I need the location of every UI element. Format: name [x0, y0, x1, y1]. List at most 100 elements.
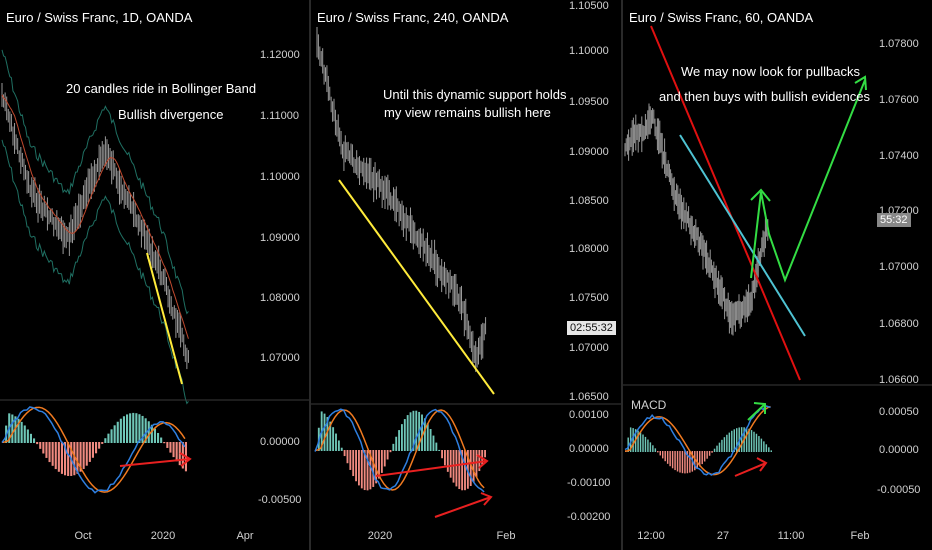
histogram-bar: [163, 442, 166, 444]
price-tick: 1.07500: [569, 292, 609, 304]
histogram-bar: [666, 451, 669, 464]
divergence-arrow: [119, 452, 192, 467]
price-tick: 1.07000: [879, 261, 919, 273]
histogram-bar: [326, 417, 329, 451]
histogram-bar: [458, 450, 461, 490]
osc-tick: 0.00100: [569, 409, 609, 421]
histogram-bar: [20, 421, 23, 443]
histogram-bar: [380, 450, 383, 473]
price-tick: 1.09000: [260, 232, 300, 244]
histogram-bar: [29, 433, 32, 443]
histogram-bar: [455, 450, 458, 487]
histogram-bar: [33, 438, 36, 443]
annotation-line-1: 20 candles ride in Bollinger Band: [66, 81, 257, 96]
histogram-bar: [699, 451, 701, 467]
price-tick: 1.06600: [879, 374, 919, 386]
histogram-bar: [57, 442, 60, 472]
histogram-bar: [395, 436, 398, 451]
chart-title: Euro / Swiss Franc, 60, OANDA: [629, 10, 814, 25]
histogram-bar: [360, 450, 363, 489]
histogram-bar: [45, 442, 48, 458]
price-tick: 1.06500: [569, 391, 609, 403]
histogram-bar: [755, 433, 758, 452]
histogram-bar: [389, 450, 392, 453]
histogram-bar: [657, 451, 659, 453]
histogram-bar: [629, 427, 632, 452]
histogram-bar: [662, 451, 664, 459]
chart-panel-daily[interactable]: Euro / Swiss Franc, 1D, OANDA 20 candles…: [0, 0, 310, 550]
price-tick: 1.08000: [569, 243, 609, 255]
histogram-bar: [760, 438, 763, 452]
price-tick: 1.12000: [260, 49, 300, 61]
price-area-3: [623, 25, 932, 477]
histogram-bar: [166, 442, 169, 448]
histogram-bar: [48, 442, 51, 463]
histogram-bar: [116, 421, 119, 443]
histogram-bar: [406, 415, 409, 451]
histogram-bar: [649, 442, 652, 452]
histogram-bar: [82, 442, 85, 469]
histogram-bar: [716, 445, 718, 452]
x-tick: Feb: [850, 530, 870, 542]
histogram-bar: [718, 442, 721, 452]
histogram-bar: [469, 450, 472, 487]
annotation-line-2: and then buys with bullish evidences: [659, 89, 871, 104]
price-tick: 1.07400: [879, 150, 919, 162]
divergence-arrow-red: [734, 457, 768, 477]
chart-panel-4h[interactable]: Euro / Swiss Franc, 240, OANDA Until thi…: [311, 0, 621, 550]
histogram-bar: [472, 450, 475, 483]
histogram-bar: [64, 442, 67, 476]
histogram-bar: [733, 429, 735, 452]
histogram-bar: [375, 450, 378, 484]
price-tick: 1.09500: [569, 96, 609, 108]
histogram-bar: [694, 451, 696, 471]
histogram-bar: [765, 444, 768, 452]
histogram-bar: [126, 414, 129, 443]
histogram-bar: [132, 412, 135, 443]
histogram-bar: [138, 414, 141, 443]
histogram-bar: [104, 438, 107, 443]
osc-tick: -0.00500: [258, 494, 302, 506]
x-tick: 27: [716, 530, 730, 542]
annotation-line-1: Until this dynamic support holds: [383, 87, 567, 102]
histogram-bar: [441, 450, 443, 459]
histogram-bar: [144, 418, 147, 443]
histogram-bar: [101, 442, 104, 444]
x-tick: 2020: [150, 530, 176, 542]
trendline-yellow: [146, 252, 183, 385]
histogram-bar: [639, 432, 642, 452]
histogram-bar: [679, 451, 681, 473]
histogram-bar: [172, 442, 175, 458]
histogram-bar: [768, 447, 770, 452]
chart-panel-1h[interactable]: Euro / Swiss Franc, 60, OANDA We may now…: [623, 0, 932, 550]
histogram-bar: [363, 450, 366, 491]
histogram-bar: [366, 450, 369, 491]
histogram-bar: [748, 428, 750, 452]
price-area-1: [0, 49, 310, 494]
histogram-bar: [415, 410, 418, 451]
histogram-bar: [686, 451, 689, 474]
divergence-arrow: [434, 492, 493, 518]
chart-title: Euro / Swiss Franc, 1D, OANDA: [6, 10, 193, 25]
histogram-bar: [26, 429, 29, 443]
histogram-bar: [51, 442, 54, 466]
x-tick: Feb: [496, 530, 516, 542]
osc-tick: -0.00050: [877, 484, 921, 496]
histogram-bar: [475, 450, 478, 477]
histogram-bar: [461, 450, 464, 491]
price-tick: 1.09000: [569, 146, 609, 158]
histogram-bar: [358, 450, 360, 486]
histogram-bar: [369, 450, 372, 490]
histogram-bar: [340, 447, 343, 451]
histogram-bar: [684, 451, 686, 474]
histogram-bar: [423, 418, 426, 451]
histogram-bar: [11, 414, 14, 443]
histogram-bar: [412, 410, 415, 451]
histogram-bar: [107, 433, 110, 443]
histogram-bar: [723, 437, 726, 452]
histogram-bar: [119, 418, 122, 443]
histogram-bar: [669, 451, 671, 467]
histogram-bar: [67, 442, 70, 476]
indicator-label: MACD: [631, 398, 667, 412]
histogram-bar: [750, 430, 753, 452]
